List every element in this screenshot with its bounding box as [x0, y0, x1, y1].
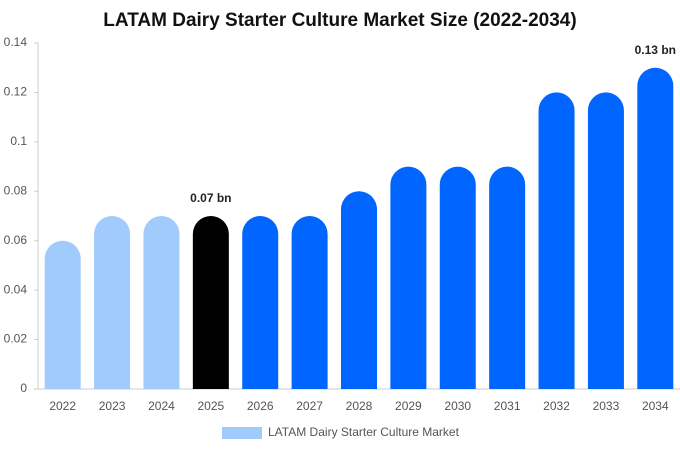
x-tick-label: 2030	[444, 399, 471, 413]
x-tick-label: 2031	[494, 399, 521, 413]
bar	[587, 92, 624, 389]
x-tick-label: 2025	[197, 399, 224, 413]
y-tick-label: 0.14	[4, 35, 28, 49]
bar	[143, 216, 180, 389]
bar	[291, 216, 328, 389]
bar	[44, 240, 81, 389]
bar	[94, 216, 131, 389]
x-tick-label: 2032	[543, 399, 570, 413]
legend-swatch	[222, 427, 262, 439]
bar	[538, 92, 575, 389]
chart-title: LATAM Dairy Starter Culture Market Size …	[103, 10, 576, 31]
legend-label: LATAM Dairy Starter Culture Market	[268, 425, 460, 439]
x-tick-label: 2023	[99, 399, 126, 413]
value-label: 0.07 bn	[190, 191, 231, 205]
x-tick-label: 2024	[148, 399, 175, 413]
y-tick-label: 0.06	[4, 233, 28, 247]
bar	[242, 216, 279, 389]
x-tick-label: 2034	[642, 399, 669, 413]
bar	[489, 166, 526, 389]
y-tick-label: 0.12	[4, 85, 28, 99]
y-tick-label: 0	[20, 381, 27, 395]
bar	[341, 191, 377, 389]
bar	[439, 166, 476, 389]
x-tick-label: 2028	[346, 399, 373, 413]
y-tick-label: 0.1	[10, 134, 27, 148]
x-tick-label: 2029	[395, 399, 422, 413]
x-tick-label: 2033	[593, 399, 620, 413]
value-label: 0.13 bn	[635, 43, 676, 57]
x-tick-label: 2022	[49, 399, 76, 413]
x-tick-label: 2026	[247, 399, 274, 413]
y-tick-label: 0.02	[4, 332, 28, 346]
y-tick-label: 0.08	[4, 183, 28, 197]
x-tick-label: 2027	[296, 399, 323, 413]
bar	[390, 166, 427, 389]
bar	[192, 216, 229, 389]
y-tick-label: 0.04	[4, 282, 28, 296]
bar	[637, 67, 674, 389]
